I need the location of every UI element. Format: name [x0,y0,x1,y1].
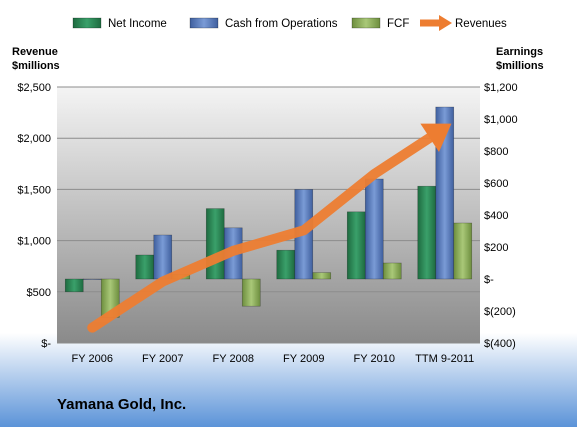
right-tick-label-5: $600 [484,178,508,190]
legend-label-cash-from-operations: Cash from Operations [225,18,338,30]
left-axis-label-line1: Revenue [12,46,58,58]
right-tick-label-2: $- [484,274,494,286]
bar-cash-from-operations-1 [153,234,173,280]
bar-fcf-4 [382,262,402,280]
left-axis-ticks: $- $500 $1,000 $1,500 $2,000 $2,500 [17,82,51,350]
x-tick-label-0: FY 2006 [72,353,113,365]
legend: Net Income Cash from Operations FCF Revenue… [72,15,507,31]
right-tick-label-1: $(200) [484,306,516,318]
revenue-arrowhead [420,123,452,153]
bar-fcf-5 [453,222,473,280]
legend-label-revenues: Revenues [455,18,507,30]
legend-arrow-revenues [439,15,452,31]
legend-swatch-net-income [72,17,102,29]
bar-net-income-4 [346,211,366,280]
x-axis-ticks: FY 2006 FY 2007 FY 2008 FY 2009 FY 2010 TTM 9… [72,353,475,365]
right-axis-label-line1: Earnings [496,46,543,58]
right-tick-label-8: $1,200 [484,82,518,94]
x-tick-label-5: TTM 9-2011 [415,353,474,365]
bar-fcf-3 [312,272,332,280]
x-tick-label-3: FY 2009 [283,353,324,365]
left-tick-label-0: $- [41,338,51,350]
x-tick-label-4: FY 2010 [354,353,395,365]
right-axis-ticks: $(400) $(200) $- $200 $400 $600 $800 $1,000 $1,2… [484,82,518,350]
right-tick-label-4: $400 [484,210,508,222]
bar-net-income-0 [64,278,84,293]
bar-fcf-2 [241,278,261,307]
left-tick-label-1: $500 [27,287,51,299]
legend-label-net-income: Net Income [108,18,167,30]
bar-net-income-1 [135,254,155,280]
bar-cash-from-operations-5 [435,106,455,280]
legend-swatch-fcf [351,17,381,29]
left-tick-label-2: $1,000 [17,236,51,248]
x-tick-label-1: FY 2007 [142,353,183,365]
bar-net-income-5 [417,185,437,280]
legend-swatch-cash-from-operations [189,17,219,29]
left-tick-label-3: $1,500 [17,184,51,196]
bar-cash-from-operations-0 [82,278,102,280]
revenue-line-path [87,132,435,333]
right-axis-label-line2: $millions [496,60,544,72]
left-tick-label-5: $2,500 [17,82,51,94]
legend-label-fcf: FCF [387,18,409,30]
right-tick-label-3: $200 [484,242,508,254]
right-tick-label-0: $(400) [484,338,516,350]
x-tick-label-2: FY 2008 [213,353,254,365]
company-title: Yamana Gold, Inc. [57,396,187,413]
bar-net-income-3 [276,249,296,280]
right-tick-label-7: $1,000 [484,114,518,126]
revenue-line [87,123,452,333]
left-tick-label-4: $2,000 [17,133,51,145]
right-tick-label-6: $800 [484,146,508,158]
left-axis-label-line2: $millions [12,60,60,72]
bar-net-income-2 [205,208,225,280]
bar-cash-from-operations-4 [364,178,384,280]
